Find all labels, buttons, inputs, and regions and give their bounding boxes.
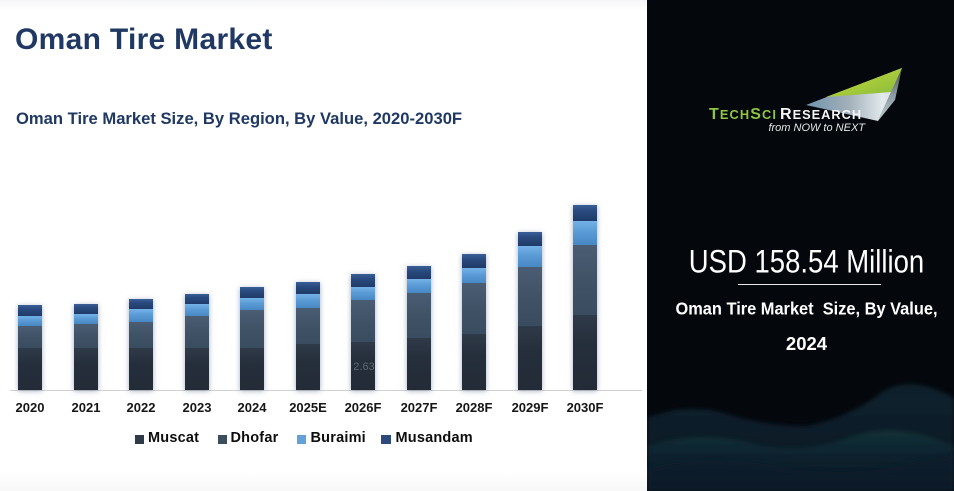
svg-text:RESEARCH: RESEARCH bbox=[780, 106, 862, 123]
svg-text:from NOW to NEXT: from NOW to NEXT bbox=[768, 122, 866, 134]
svg-text:TECHSCI: TECHSCI bbox=[709, 106, 777, 123]
